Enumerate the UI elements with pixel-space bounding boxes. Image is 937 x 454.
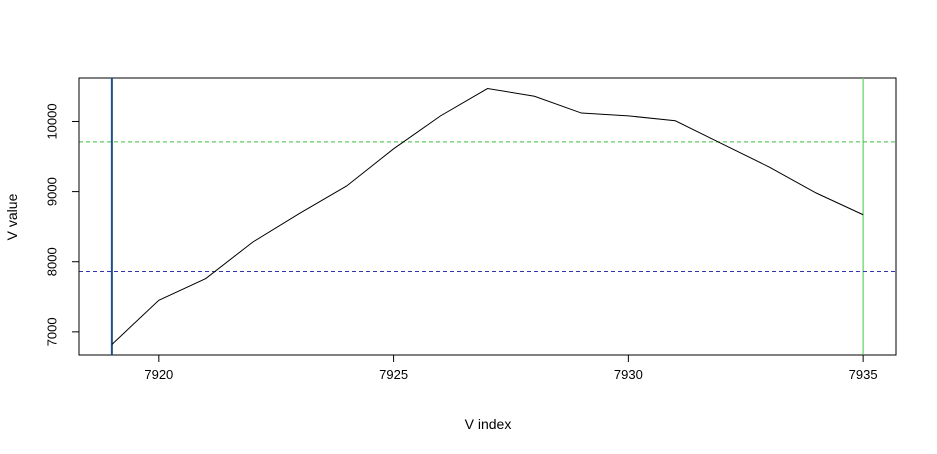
vertical-reference-lines xyxy=(110,78,864,355)
data-series xyxy=(111,87,864,345)
y-tick-label: 9000 xyxy=(45,177,60,206)
x-axis: 7920 7925 7930 7935 xyxy=(144,354,878,382)
y-axis-label: V value xyxy=(4,193,20,240)
y-axis: 7000 8000 9000 10000 xyxy=(45,103,80,346)
series-line xyxy=(111,87,864,345)
horizontal-reference-lines xyxy=(79,141,896,273)
x-tick-label: 7920 xyxy=(144,367,173,382)
x-tick-label: 7935 xyxy=(849,367,878,382)
y-tick-label: 10000 xyxy=(45,103,60,139)
plot-frame xyxy=(78,77,897,356)
y-tick-label: 8000 xyxy=(45,247,60,276)
x-tick-label: 7930 xyxy=(614,367,643,382)
x-tick-label: 7925 xyxy=(379,367,408,382)
y-tick-label: 7000 xyxy=(45,317,60,346)
x-axis-label: V index xyxy=(465,416,512,432)
